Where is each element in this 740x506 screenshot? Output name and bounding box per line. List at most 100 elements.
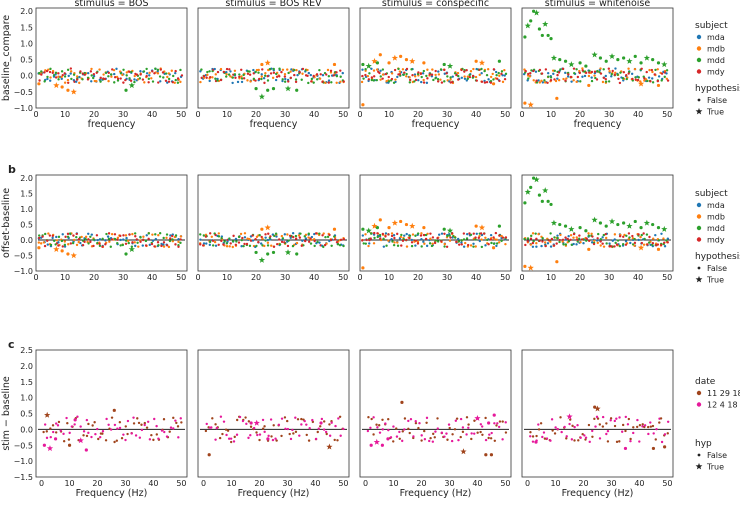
data-point	[208, 75, 212, 79]
data-point	[37, 241, 41, 244]
data-point	[63, 240, 67, 243]
data-point	[172, 427, 175, 430]
data-point	[437, 73, 441, 76]
legend-title: subject	[695, 189, 728, 199]
data-point	[162, 241, 166, 244]
data-point	[624, 429, 627, 433]
data-point	[424, 233, 428, 237]
data-point	[575, 236, 578, 239]
data-point	[465, 69, 468, 72]
data-point	[162, 245, 166, 248]
data-point	[333, 238, 337, 241]
data-point	[275, 235, 278, 238]
data-point	[133, 80, 136, 84]
data-point	[440, 431, 444, 434]
data-point	[436, 240, 440, 243]
data-point	[537, 79, 540, 82]
data-point	[400, 244, 403, 247]
data-point	[266, 238, 270, 242]
data-point	[396, 232, 399, 236]
data-point	[647, 241, 651, 244]
facet-0: stimulus = BOS−1.0−0.50.00.51.01.52.00 10…	[14, 0, 188, 130]
data-point	[45, 436, 49, 440]
data-point	[86, 71, 90, 75]
data-point	[497, 71, 500, 75]
data-point	[211, 76, 214, 79]
y-tick-label: 2.0	[20, 174, 33, 183]
y-tick-label: 0.0	[20, 425, 33, 434]
data-point	[373, 236, 376, 240]
data-point	[382, 237, 385, 241]
data-point	[221, 432, 224, 436]
data-point	[57, 241, 60, 244]
data-point	[147, 232, 150, 235]
x-tick-label: 40	[472, 479, 482, 488]
data-point	[246, 72, 250, 76]
data-point	[229, 242, 232, 245]
x-tick-label: 0	[357, 273, 362, 282]
data-point	[549, 232, 552, 235]
data-point	[307, 81, 310, 85]
data-point	[663, 241, 666, 244]
data-point	[43, 71, 46, 74]
data-point	[142, 70, 146, 73]
data-point	[90, 74, 93, 77]
legend-label: mda	[707, 201, 725, 210]
data-point	[79, 425, 82, 428]
data-point	[537, 428, 541, 431]
data-point	[263, 430, 266, 434]
data-point	[115, 67, 118, 71]
data-point	[538, 239, 541, 243]
data-point	[420, 245, 423, 248]
data-point	[392, 425, 395, 428]
data-point	[429, 237, 432, 240]
data-point	[283, 80, 287, 83]
data-point	[569, 238, 572, 241]
data-point	[140, 423, 143, 426]
data-point	[132, 422, 136, 425]
data-point	[55, 235, 58, 239]
data-point	[201, 244, 205, 247]
data-point	[417, 71, 420, 74]
data-point	[333, 235, 336, 238]
data-point	[135, 73, 139, 76]
data-point	[124, 252, 128, 256]
data-point	[242, 73, 245, 77]
data-point	[92, 72, 96, 76]
data-point	[581, 75, 584, 78]
chart-row-1: boffset-baseline−1.0−0.50.00.51.01.52.00…	[1, 163, 740, 285]
data-point	[421, 72, 425, 75]
data-point	[622, 235, 625, 238]
data-point	[45, 430, 48, 433]
data-point-star	[258, 93, 266, 100]
data-point	[87, 431, 90, 435]
data-point	[216, 70, 220, 74]
data-point	[440, 232, 444, 235]
data-point	[150, 242, 154, 246]
data-point	[87, 422, 90, 426]
data-point	[443, 72, 446, 75]
data-point	[528, 75, 532, 78]
data-point	[291, 244, 295, 248]
data-point	[63, 245, 67, 248]
data-point	[428, 242, 432, 245]
data-point	[416, 232, 420, 235]
data-point	[380, 443, 384, 447]
data-point	[70, 77, 73, 81]
data-point	[127, 241, 130, 245]
data-point	[529, 237, 533, 240]
data-point	[252, 68, 255, 72]
data-point	[126, 419, 130, 423]
data-point	[443, 232, 446, 235]
data-point	[478, 68, 481, 71]
data-point	[136, 241, 139, 244]
data-point-star	[446, 227, 454, 234]
facet-0: −1.0−0.50.00.51.01.52.00 10 20 30 40 50	[14, 174, 188, 282]
data-point	[614, 71, 617, 75]
data-point	[579, 80, 582, 83]
data-point	[581, 433, 584, 436]
x-tick-label: 50	[662, 273, 672, 282]
data-point	[124, 242, 128, 245]
